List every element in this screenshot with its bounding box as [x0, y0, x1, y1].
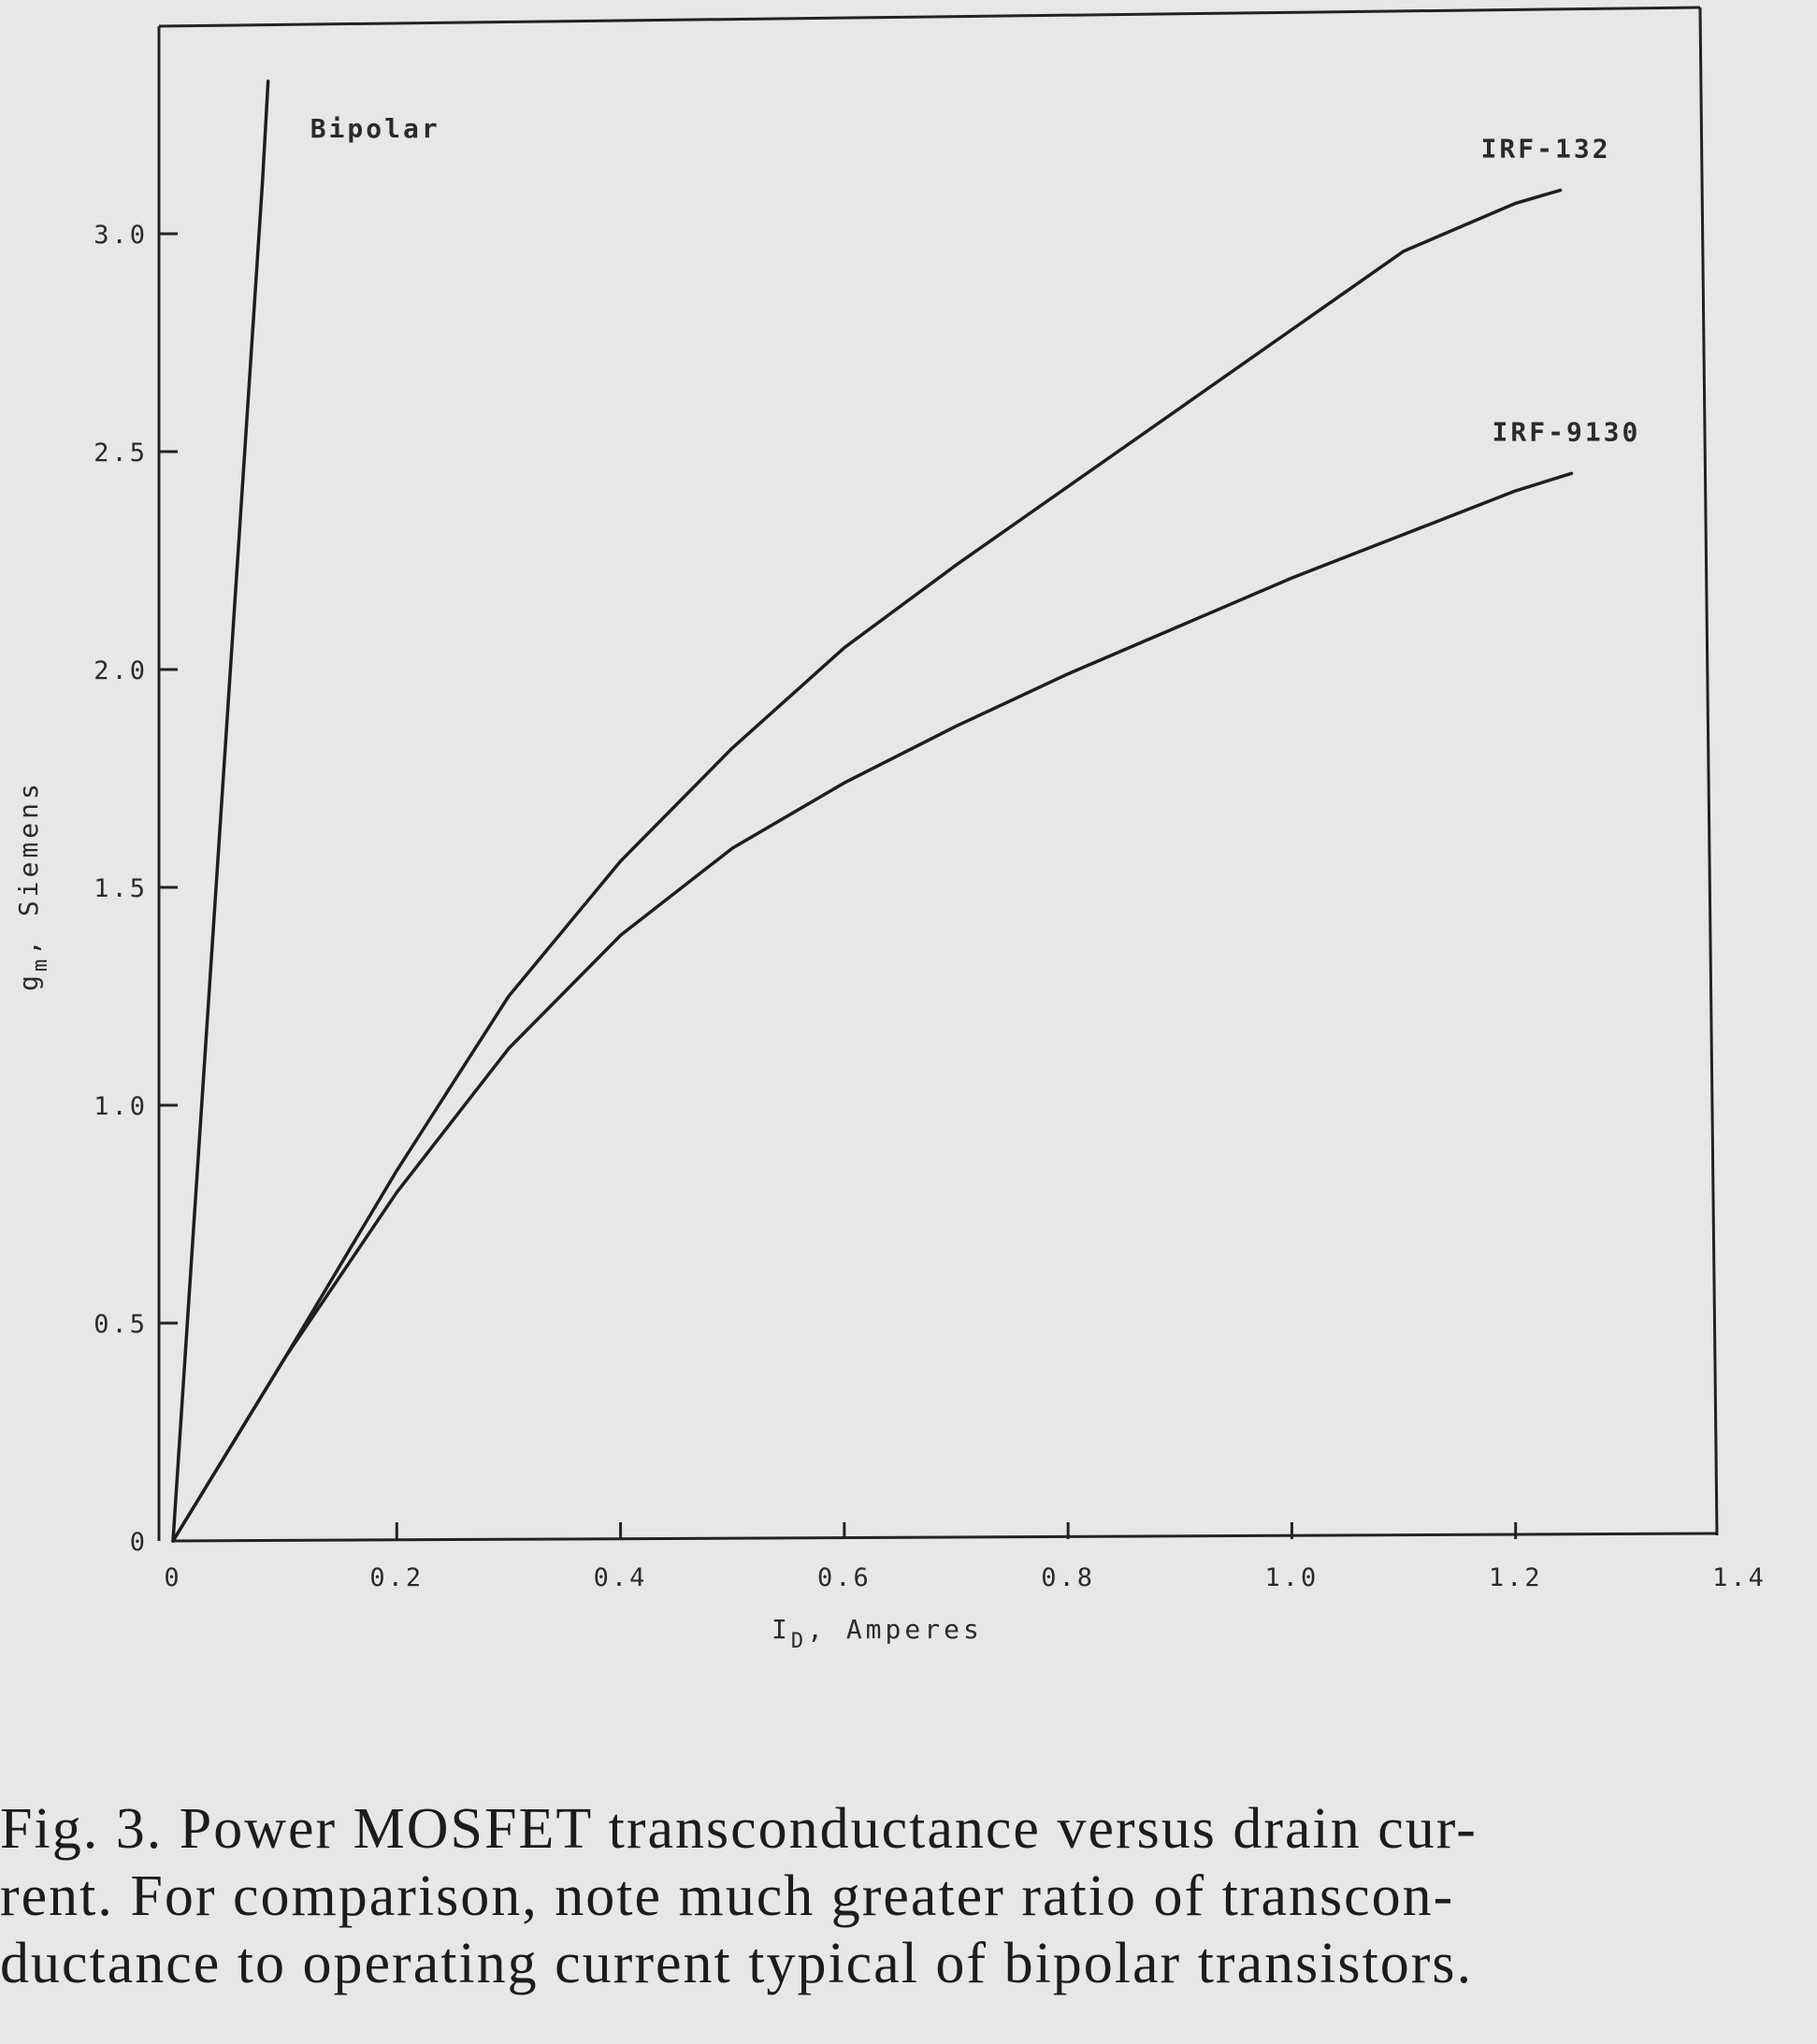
x-tick-label: 0	[164, 1563, 181, 1592]
y-tick-label: 2.5	[94, 439, 148, 468]
series-line-irf-9130	[171, 471, 1574, 1543]
series-labels: Bipolar IRF-132 IRF-9130	[310, 113, 1641, 447]
series-lines	[171, 79, 1574, 1543]
x-tick-label: 1.0	[1265, 1563, 1319, 1592]
series-label-irf-132: IRF-132	[1481, 133, 1611, 164]
plot-right-border	[1698, 7, 1719, 1536]
x-tick-label: 0.8	[1041, 1563, 1095, 1592]
y-tick-label: 0	[130, 1528, 148, 1557]
plot-top-border	[158, 6, 1701, 28]
transconductance-chart: 0 0.2 0.4 0.6 0.8 1.0 1.2 1.4 0 0.5 1.0 1.5 2.0 2.5 3.…	[13, 6, 1767, 1653]
axis-ticks: 0 0.2 0.4 0.6 0.8 1.0 1.2 1.4 0 0.5 1.0 1.5 2.0 2.5 3.…	[94, 221, 1767, 1592]
y-tick-label: 3.0	[94, 221, 148, 250]
x-axis-line	[172, 1532, 1718, 1543]
y-axis-label: gm, Siemens	[13, 780, 52, 991]
series-line-bipolar	[171, 79, 270, 1543]
y-tick-label: 0.5	[94, 1310, 148, 1339]
x-tick-label: 0.2	[369, 1563, 424, 1592]
series-label-irf-9130: IRF-9130	[1493, 416, 1641, 447]
y-tick-label: 2.0	[94, 656, 148, 685]
x-tick-label: 0.4	[594, 1563, 648, 1592]
x-axis-label: ID, Amperes	[772, 1614, 983, 1653]
y-tick-label: 1.0	[94, 1092, 148, 1121]
y-tick-label: 1.5	[94, 874, 148, 903]
x-tick-label: 1.2	[1489, 1563, 1543, 1592]
figure-caption: Fig. 3. Power MOSFET transconductance ve…	[0, 1797, 1478, 1995]
series-line-irf-132	[171, 188, 1563, 1543]
x-tick-label: 1.4	[1712, 1563, 1767, 1592]
plot-frame	[157, 6, 1719, 1543]
series-label-bipolar: Bipolar	[310, 113, 440, 144]
x-tick-label: 0.6	[817, 1563, 872, 1592]
